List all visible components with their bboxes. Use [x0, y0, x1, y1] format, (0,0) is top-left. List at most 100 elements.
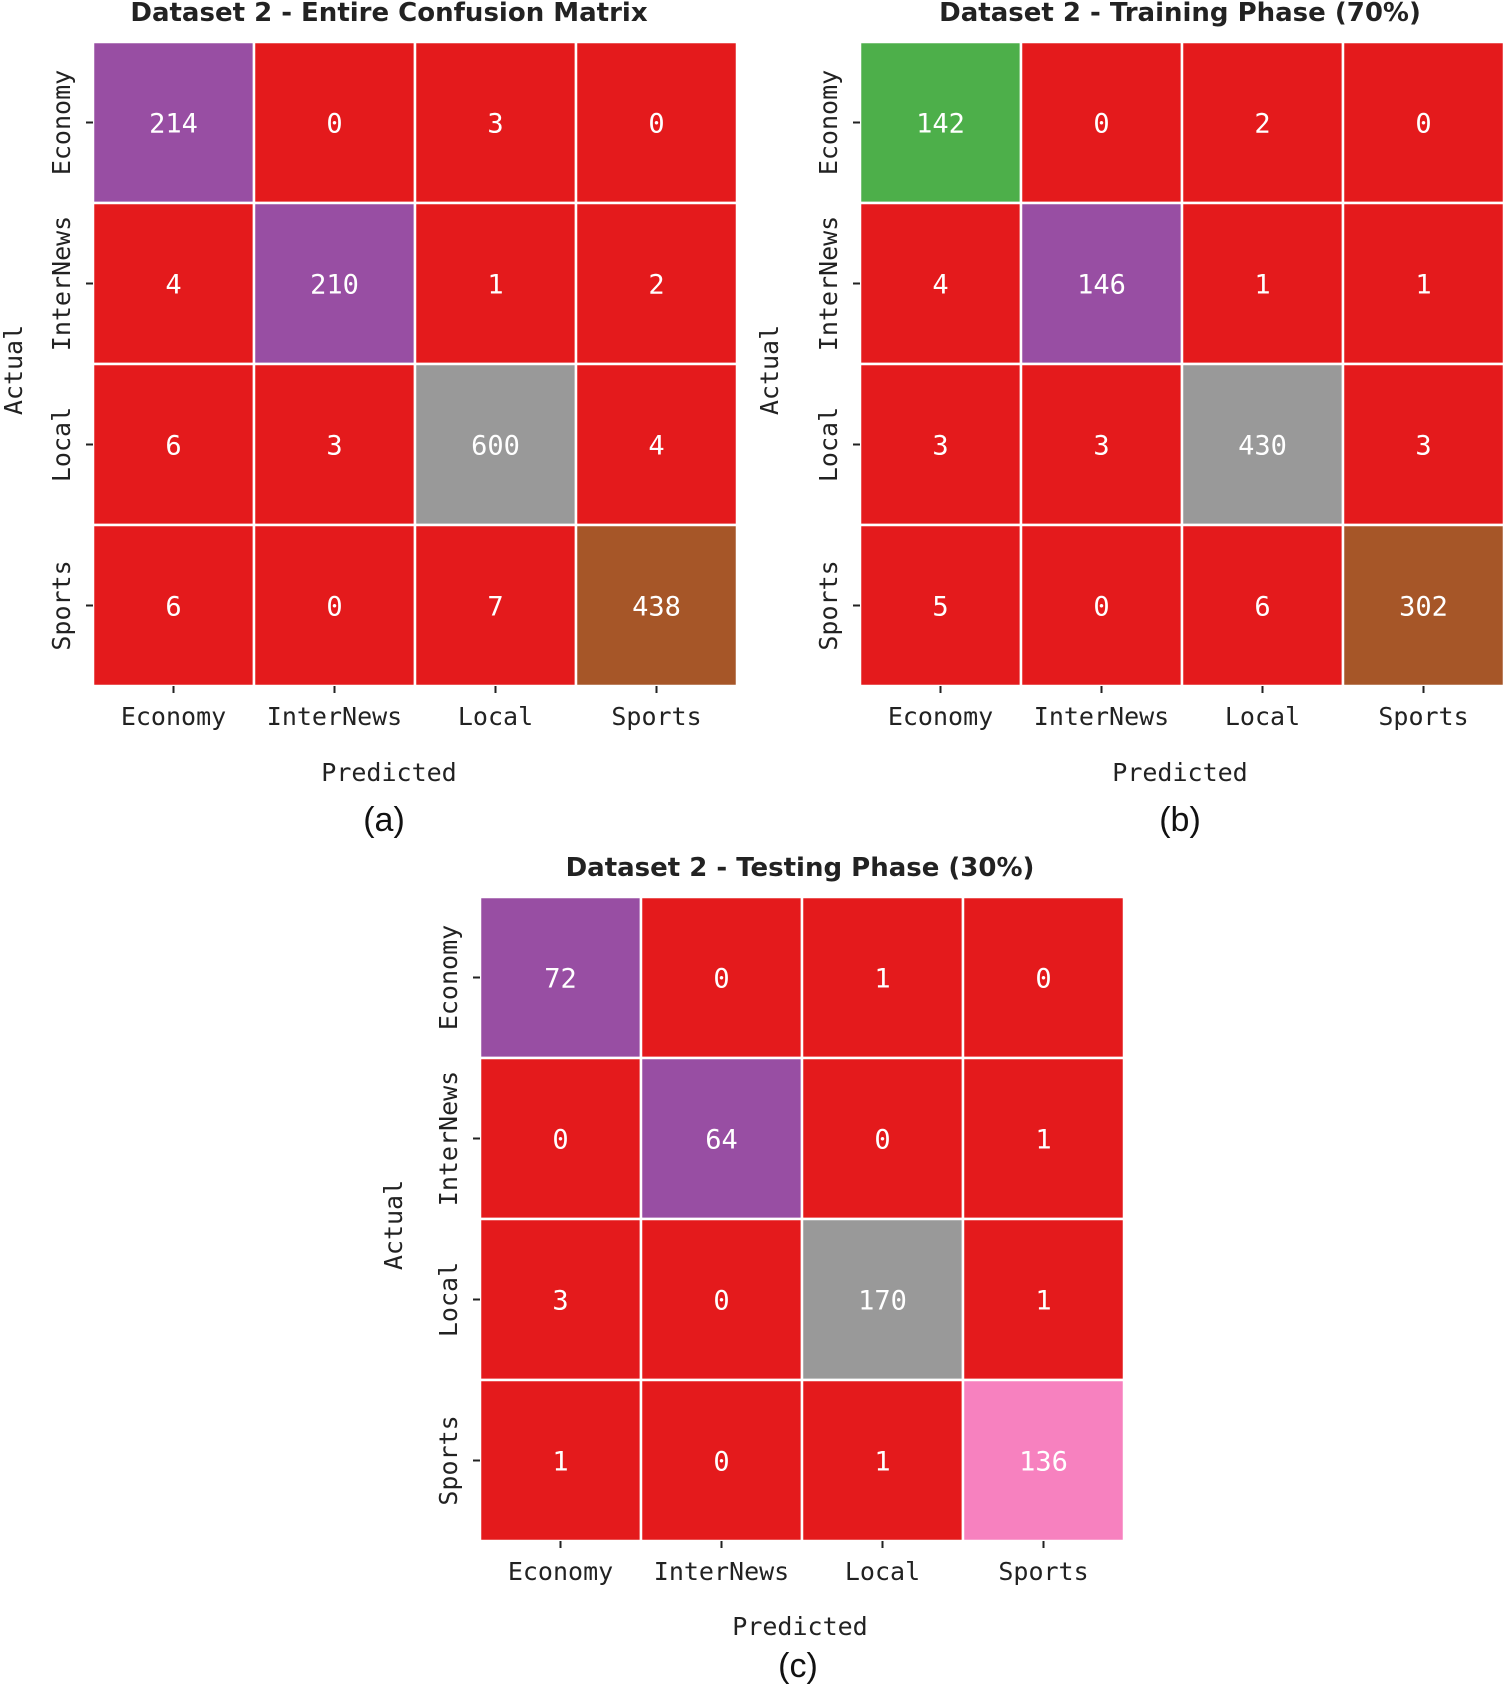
cell-value-label: 1 — [1254, 270, 1270, 301]
cell-value-label: 0 — [1035, 964, 1051, 995]
cell-value-label: 64 — [705, 1125, 738, 1156]
y-tick-label: InterNews — [434, 1071, 463, 1206]
x-tick-label: Local — [845, 1557, 920, 1586]
heatmap-cell — [1180, 40, 1345, 205]
cell-value-label: 142 — [916, 109, 965, 140]
cell-value-label: 1 — [552, 1447, 568, 1478]
x-tick-label: Economy — [888, 702, 993, 731]
cell-value-label: 1 — [874, 1447, 890, 1478]
heatmap-cell — [252, 201, 417, 366]
cell-value-label: 0 — [552, 1125, 568, 1156]
cell-value-label: 0 — [713, 964, 729, 995]
cell-value-label: 0 — [326, 109, 342, 140]
y-tick-label: Local — [47, 407, 76, 482]
heatmap-cell — [1341, 40, 1505, 205]
cell-value-label: 0 — [874, 1125, 890, 1156]
cell-value-label: 2 — [648, 270, 664, 301]
cell-value-label: 4 — [932, 270, 948, 301]
heatmap-cell — [478, 895, 643, 1060]
y-axis-label: Actual — [755, 325, 784, 415]
cell-value-label: 170 — [858, 1286, 907, 1317]
confusion-matrix-a: Dataset 2 - Entire Confusion Matrix 214 0… — [0, 0, 745, 845]
cell-value-label: 4 — [165, 270, 181, 301]
chart-c-svg: Dataset 2 - Testing Phase (30%) 72 0 1 0 0 64… — [379, 853, 1126, 1685]
x-tick-label: Economy — [121, 702, 226, 731]
cell-value-label: 430 — [1238, 431, 1287, 462]
cell-value-label: 3 — [487, 109, 503, 140]
heatmap-cell — [574, 362, 739, 527]
heatmap-cell — [858, 362, 1023, 527]
y-tick-label: Local — [434, 1262, 463, 1337]
cell-value-label: 6 — [165, 592, 181, 623]
x-axis-label: Predicted — [732, 1612, 867, 1641]
heatmap-cell — [800, 1217, 965, 1382]
cell-value-label: 0 — [1093, 109, 1109, 140]
heatmap-cell — [800, 1378, 965, 1543]
heatmap-cell — [639, 1378, 804, 1543]
heatmap-cell — [252, 362, 417, 527]
x-tick-label: InterNews — [267, 702, 402, 731]
cell-value-label: 5 — [932, 592, 948, 623]
chart-title: Dataset 2 - Testing Phase (30%) — [566, 853, 1035, 883]
x-tick-label: Local — [1225, 702, 1300, 731]
cell-value-label: 302 — [1399, 592, 1448, 623]
heatmap-cell — [252, 523, 417, 688]
heatmap-cell — [858, 201, 1023, 366]
heatmap-cell — [1019, 40, 1184, 205]
y-axis-label: Actual — [0, 325, 28, 415]
cell-value-label: 438 — [632, 592, 681, 623]
heatmap-cell — [252, 40, 417, 205]
y-tick-label: Economy — [47, 70, 76, 175]
chart-b-svg: Dataset 2 - Training Phase (70%) 142 0 2 0 4… — [755, 0, 1505, 839]
cell-value-label: 1 — [1035, 1286, 1051, 1317]
heatmap-cell — [961, 1217, 1126, 1382]
heatmap-cell — [1019, 362, 1184, 527]
chart-title: Dataset 2 - Entire Confusion Matrix — [130, 0, 647, 28]
cell-value-label: 600 — [471, 431, 520, 462]
heatmap-cell — [961, 1378, 1126, 1543]
cell-value-label: 0 — [713, 1447, 729, 1478]
y-tick-label: Local — [814, 407, 843, 482]
cell-value-label: 3 — [552, 1286, 568, 1317]
x-tick-label: Sports — [611, 702, 701, 731]
x-tick-label: Sports — [998, 1557, 1088, 1586]
cell-value-label: 4 — [648, 431, 664, 462]
heatmap-cell — [413, 40, 578, 205]
cell-value-label: 3 — [1093, 431, 1109, 462]
cell-value-label: 3 — [932, 431, 948, 462]
confusion-matrix-c: Dataset 2 - Testing Phase (30%) 72 0 1 0 0 64… — [370, 850, 1145, 1690]
heatmap-cell — [961, 895, 1126, 1060]
cell-value-label: 1 — [874, 964, 890, 995]
x-axis-label: Predicted — [321, 758, 456, 787]
heatmap-cell — [639, 1217, 804, 1382]
heatmap-cell — [478, 1217, 643, 1382]
y-tick-label: Economy — [434, 925, 463, 1030]
cell-value-label: 214 — [149, 109, 198, 140]
y-tick-label: Economy — [814, 70, 843, 175]
x-tick-label: InterNews — [654, 1557, 789, 1586]
y-tick-label: InterNews — [47, 216, 76, 351]
panel-caption: (a) — [363, 801, 405, 839]
cell-value-label: 0 — [326, 592, 342, 623]
cell-value-label: 1 — [487, 270, 503, 301]
heatmap-cell — [1180, 362, 1345, 527]
heatmap-cell — [858, 40, 1023, 205]
cell-value-label: 0 — [1415, 109, 1431, 140]
cell-value-label: 7 — [487, 592, 503, 623]
chart-title: Dataset 2 - Training Phase (70%) — [939, 0, 1421, 28]
heatmap-cell — [91, 40, 256, 205]
heatmap-cell — [574, 523, 739, 688]
heatmap-cell — [478, 1378, 643, 1543]
cell-value-label: 3 — [326, 431, 342, 462]
cell-value-label: 0 — [648, 109, 664, 140]
cell-value-label: 0 — [713, 1286, 729, 1317]
cell-value-label: 72 — [544, 964, 577, 995]
heatmap-cell — [574, 201, 739, 366]
cell-value-label: 6 — [1254, 592, 1270, 623]
heatmap-cell — [639, 1056, 804, 1221]
cell-value-label: 146 — [1077, 270, 1126, 301]
cell-value-label: 0 — [1093, 592, 1109, 623]
panel-caption: (b) — [1159, 801, 1201, 839]
confusion-matrix-b: Dataset 2 - Training Phase (70%) 142 0 2 0 4… — [755, 0, 1505, 845]
y-tick-label: Sports — [814, 560, 843, 650]
